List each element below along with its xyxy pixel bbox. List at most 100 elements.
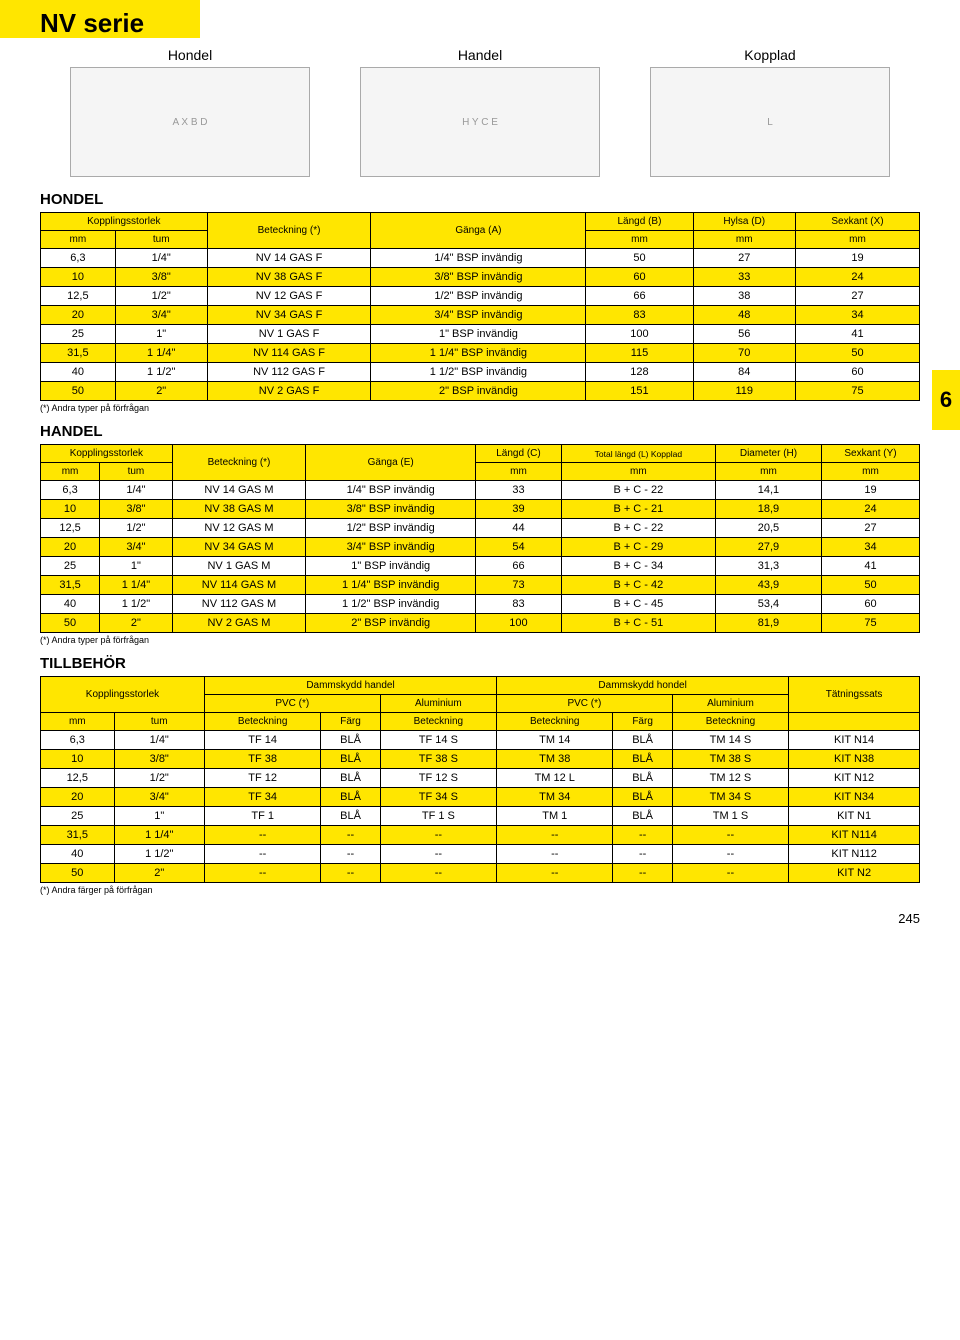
table-cell: 25 <box>41 557 100 576</box>
table-cell: 40 <box>41 845 115 864</box>
table-cell: -- <box>321 845 380 864</box>
table-row: 31,51 1/4"NV 114 GAS M1 1/4" BSP invändi… <box>41 576 920 595</box>
table-cell: 54 <box>476 538 562 557</box>
footnote: (*) Andra typer på förfrågan <box>40 403 920 413</box>
table-cell: 81,9 <box>715 614 821 633</box>
th: Längd (C) <box>476 445 562 463</box>
table-cell: 151 <box>586 382 693 401</box>
diagram-placeholder: H Y C E <box>360 67 600 177</box>
table-cell: 66 <box>476 557 562 576</box>
table-cell: 27 <box>693 249 796 268</box>
table-cell: 34 <box>821 538 919 557</box>
table-cell: TF 1 <box>204 807 320 826</box>
table-cell: 1 1/2" <box>100 595 173 614</box>
table-cell: 25 <box>41 325 116 344</box>
table-cell: 75 <box>821 614 919 633</box>
table-cell: -- <box>672 864 788 883</box>
table-cell: TM 38 <box>497 750 613 769</box>
th: Hylsa (D) <box>693 213 796 231</box>
table-cell: 1/4" <box>115 249 207 268</box>
table-cell: 14,1 <box>715 481 821 500</box>
table-cell: 19 <box>821 481 919 500</box>
table-cell: TF 14 <box>204 731 320 750</box>
table-cell: NV 1 GAS F <box>207 325 371 344</box>
th: tum <box>114 713 204 731</box>
table-row: 401 1/2"NV 112 GAS F1 1/2" BSP invändig1… <box>41 363 920 382</box>
table-cell: KIT N34 <box>789 788 920 807</box>
table-cell: 1 1/4" <box>115 344 207 363</box>
table-cell: TM 14 <box>497 731 613 750</box>
table-cell: 31,5 <box>41 576 100 595</box>
table-cell: 1 1/2" BSP invändig <box>306 595 476 614</box>
th: Längd (B) <box>586 213 693 231</box>
table-cell: -- <box>672 826 788 845</box>
th: Gänga (A) <box>371 213 586 249</box>
table-cell: 1 1/2" <box>114 845 204 864</box>
table-cell: TM 14 S <box>672 731 788 750</box>
table-cell: KIT N2 <box>789 864 920 883</box>
table-cell: -- <box>672 845 788 864</box>
table-cell: 33 <box>693 268 796 287</box>
table-cell: 34 <box>796 306 920 325</box>
table-cell: 53,4 <box>715 595 821 614</box>
section-title-handel: HANDEL <box>40 423 920 440</box>
table-cell: 56 <box>693 325 796 344</box>
th: Dammskydd handel <box>204 677 496 695</box>
table-cell: 1" <box>114 807 204 826</box>
table-cell: 1/2" BSP invändig <box>371 287 586 306</box>
table-cell: B + C - 22 <box>561 481 715 500</box>
table-cell: 2" <box>100 614 173 633</box>
th: Kopplingsstorlek <box>41 677 205 713</box>
table-cell: 39 <box>476 500 562 519</box>
th: PVC (*) <box>497 695 673 713</box>
footnote: (*) Andra färger på förfrågan <box>40 885 920 895</box>
table-cell: 100 <box>476 614 562 633</box>
table-cell: -- <box>613 845 672 864</box>
table-cell: 25 <box>41 807 115 826</box>
table-row: 12,51/2"NV 12 GAS M1/2" BSP invändig44B … <box>41 519 920 538</box>
th: mm <box>41 231 116 249</box>
table-row: 103/8"NV 38 GAS M3/8" BSP invändig39B + … <box>41 500 920 519</box>
table-cell: 2" BSP invändig <box>371 382 586 401</box>
table-cell: 60 <box>586 268 693 287</box>
table-cell: BLÅ <box>613 788 672 807</box>
table-cell: 115 <box>586 344 693 363</box>
table-cell: BLÅ <box>321 750 380 769</box>
table-row: 6,31/4"TF 14BLÅTF 14 STM 14BLÅTM 14 SKIT… <box>41 731 920 750</box>
table-cell: KIT N114 <box>789 826 920 845</box>
table-cell: 50 <box>586 249 693 268</box>
table-cell: 2" <box>115 382 207 401</box>
table-cell: 18,9 <box>715 500 821 519</box>
table-cell: 1" <box>115 325 207 344</box>
th: Kopplingsstorlek <box>41 213 208 231</box>
table-cell: NV 112 GAS F <box>207 363 371 382</box>
table-cell: 41 <box>796 325 920 344</box>
diagram-placeholder: L <box>650 67 890 177</box>
table-cell: 6,3 <box>41 249 116 268</box>
table-row: 502"NV 2 GAS F2" BSP invändig15111975 <box>41 382 920 401</box>
th: Beteckning <box>204 713 320 731</box>
th: Total längd (L) Kopplad <box>561 445 715 463</box>
table-cell: NV 114 GAS M <box>172 576 305 595</box>
th: Beteckning (*) <box>207 213 371 249</box>
table-cell: -- <box>497 845 613 864</box>
table-cell: NV 14 GAS F <box>207 249 371 268</box>
th: mm <box>796 231 920 249</box>
table-cell: 128 <box>586 363 693 382</box>
table-cell: 84 <box>693 363 796 382</box>
table-cell: 20,5 <box>715 519 821 538</box>
table-cell: 2" BSP invändig <box>306 614 476 633</box>
section-title-hondel: HONDEL <box>40 191 920 208</box>
table-cell: NV 2 GAS F <box>207 382 371 401</box>
table-cell: TF 34 <box>204 788 320 807</box>
table-cell: 27 <box>796 287 920 306</box>
table-cell: 83 <box>476 595 562 614</box>
table-cell: -- <box>497 826 613 845</box>
table-cell: NV 1 GAS M <box>172 557 305 576</box>
table-cell: 10 <box>41 268 116 287</box>
hondel-table: Kopplingsstorlek Beteckning (*) Gänga (A… <box>40 212 920 401</box>
table-cell: 24 <box>796 268 920 287</box>
diagram-label: Handel <box>360 47 600 63</box>
table-row: 103/8"NV 38 GAS F3/8" BSP invändig603324 <box>41 268 920 287</box>
table-row: 12,51/2"TF 12BLÅTF 12 STM 12 LBLÅTM 12 S… <box>41 769 920 788</box>
